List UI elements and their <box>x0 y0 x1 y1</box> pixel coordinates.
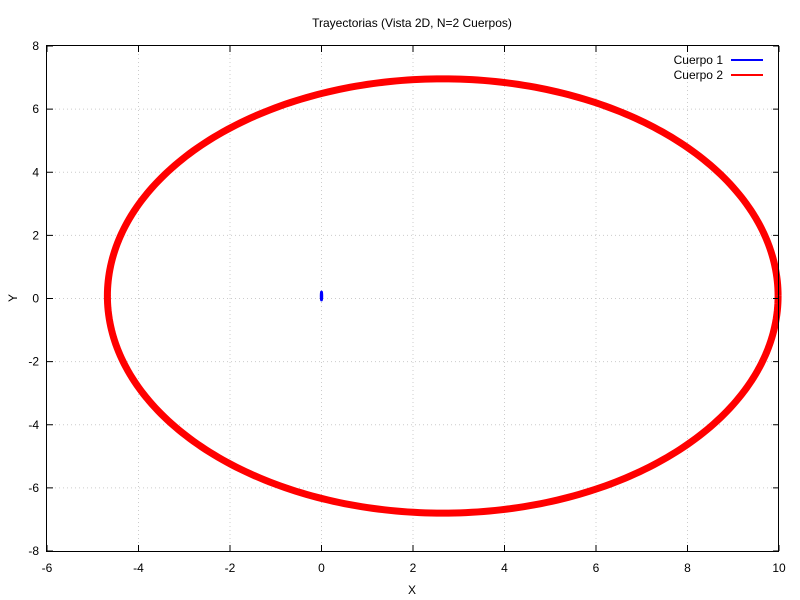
y-tick-label: -4 <box>28 418 39 432</box>
x-tick-label: -6 <box>42 561 53 575</box>
trajectory-curves <box>103 75 782 517</box>
trajectory-2 <box>103 75 782 517</box>
x-axis-label: X <box>408 583 416 597</box>
x-tick-label: 10 <box>772 561 786 575</box>
x-tick-label: -4 <box>133 561 144 575</box>
trajectory-1 <box>319 290 324 302</box>
y-tick-label: -2 <box>28 355 39 369</box>
y-axis-label: Y <box>6 294 20 302</box>
x-tick-label: 2 <box>410 561 417 575</box>
y-tick-label: 2 <box>32 228 39 242</box>
x-tick-label: 6 <box>593 561 600 575</box>
chart-title: Trayectorias (Vista 2D, N=2 Cuerpos) <box>312 16 512 30</box>
x-tick-label: 0 <box>318 561 325 575</box>
y-tick-label: -8 <box>28 544 39 558</box>
legend-label: Cuerpo 2 <box>674 68 724 82</box>
y-tick-label: -6 <box>28 481 39 495</box>
y-tick-label: 8 <box>32 39 39 53</box>
x-tick-label: -2 <box>225 561 236 575</box>
x-tick-label: 4 <box>501 561 508 575</box>
y-tick-label: 4 <box>32 165 39 179</box>
y-tick-label: 6 <box>32 102 39 116</box>
legend-label: Cuerpo 1 <box>674 53 724 67</box>
y-tick-label: 0 <box>32 292 39 306</box>
x-tick-label: 8 <box>684 561 691 575</box>
